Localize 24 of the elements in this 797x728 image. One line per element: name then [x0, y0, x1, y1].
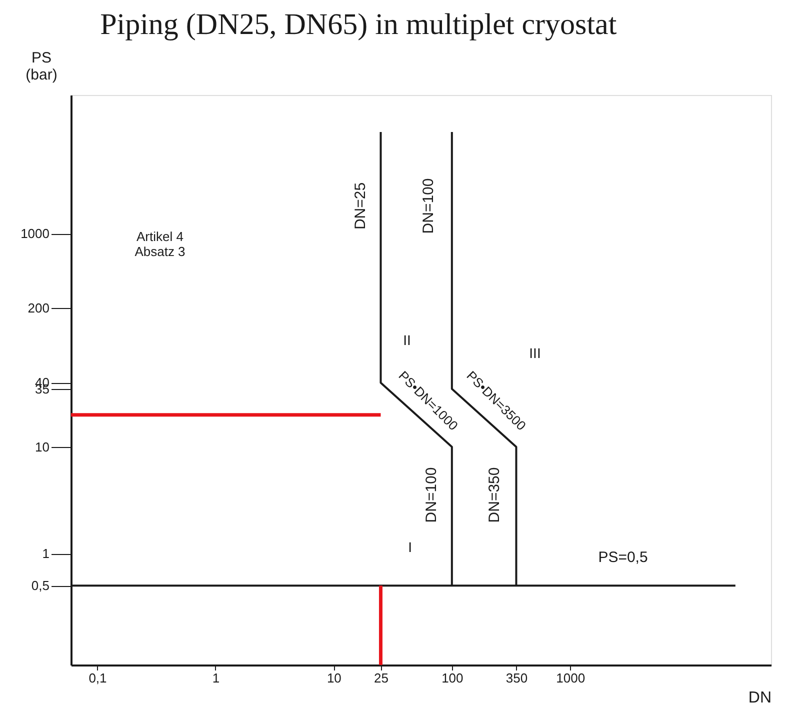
chart-title: Piping (DN25, DN65) in multiplet cryostat [100, 8, 618, 41]
x-tick-label: 25 [374, 670, 388, 686]
x-tick-label: 100 [442, 670, 464, 686]
annotation: PS=0,5 [598, 549, 648, 566]
annotation: Artikel 4 Absatz 3 [134, 229, 186, 259]
y-tick-label: 1000 [20, 226, 50, 242]
x-tick-label: 10 [326, 670, 342, 686]
y-tick-label: 10 [35, 439, 50, 454]
annotation: DN=100 [420, 178, 437, 234]
annotation: DN=100 [423, 467, 440, 523]
annotation: II [403, 332, 411, 348]
annotation: DN=350 [486, 467, 503, 523]
y-tick-label: 1 [42, 546, 50, 562]
annotation: III [529, 345, 541, 361]
y-tick-label: 200 [28, 300, 50, 316]
annotation: DN=25 [352, 182, 369, 230]
y-tick-label: 0,5 [31, 578, 50, 594]
y-axis-title: PS (bar) [26, 50, 58, 84]
x-tick-label: 1 [212, 670, 220, 686]
x-tick-label: 1000 [556, 670, 586, 686]
x-tick-label: 0,1 [88, 670, 107, 686]
x-axis-title: DN [748, 690, 772, 706]
x-tick-label: 350 [506, 670, 528, 686]
annotation: I [408, 539, 412, 555]
